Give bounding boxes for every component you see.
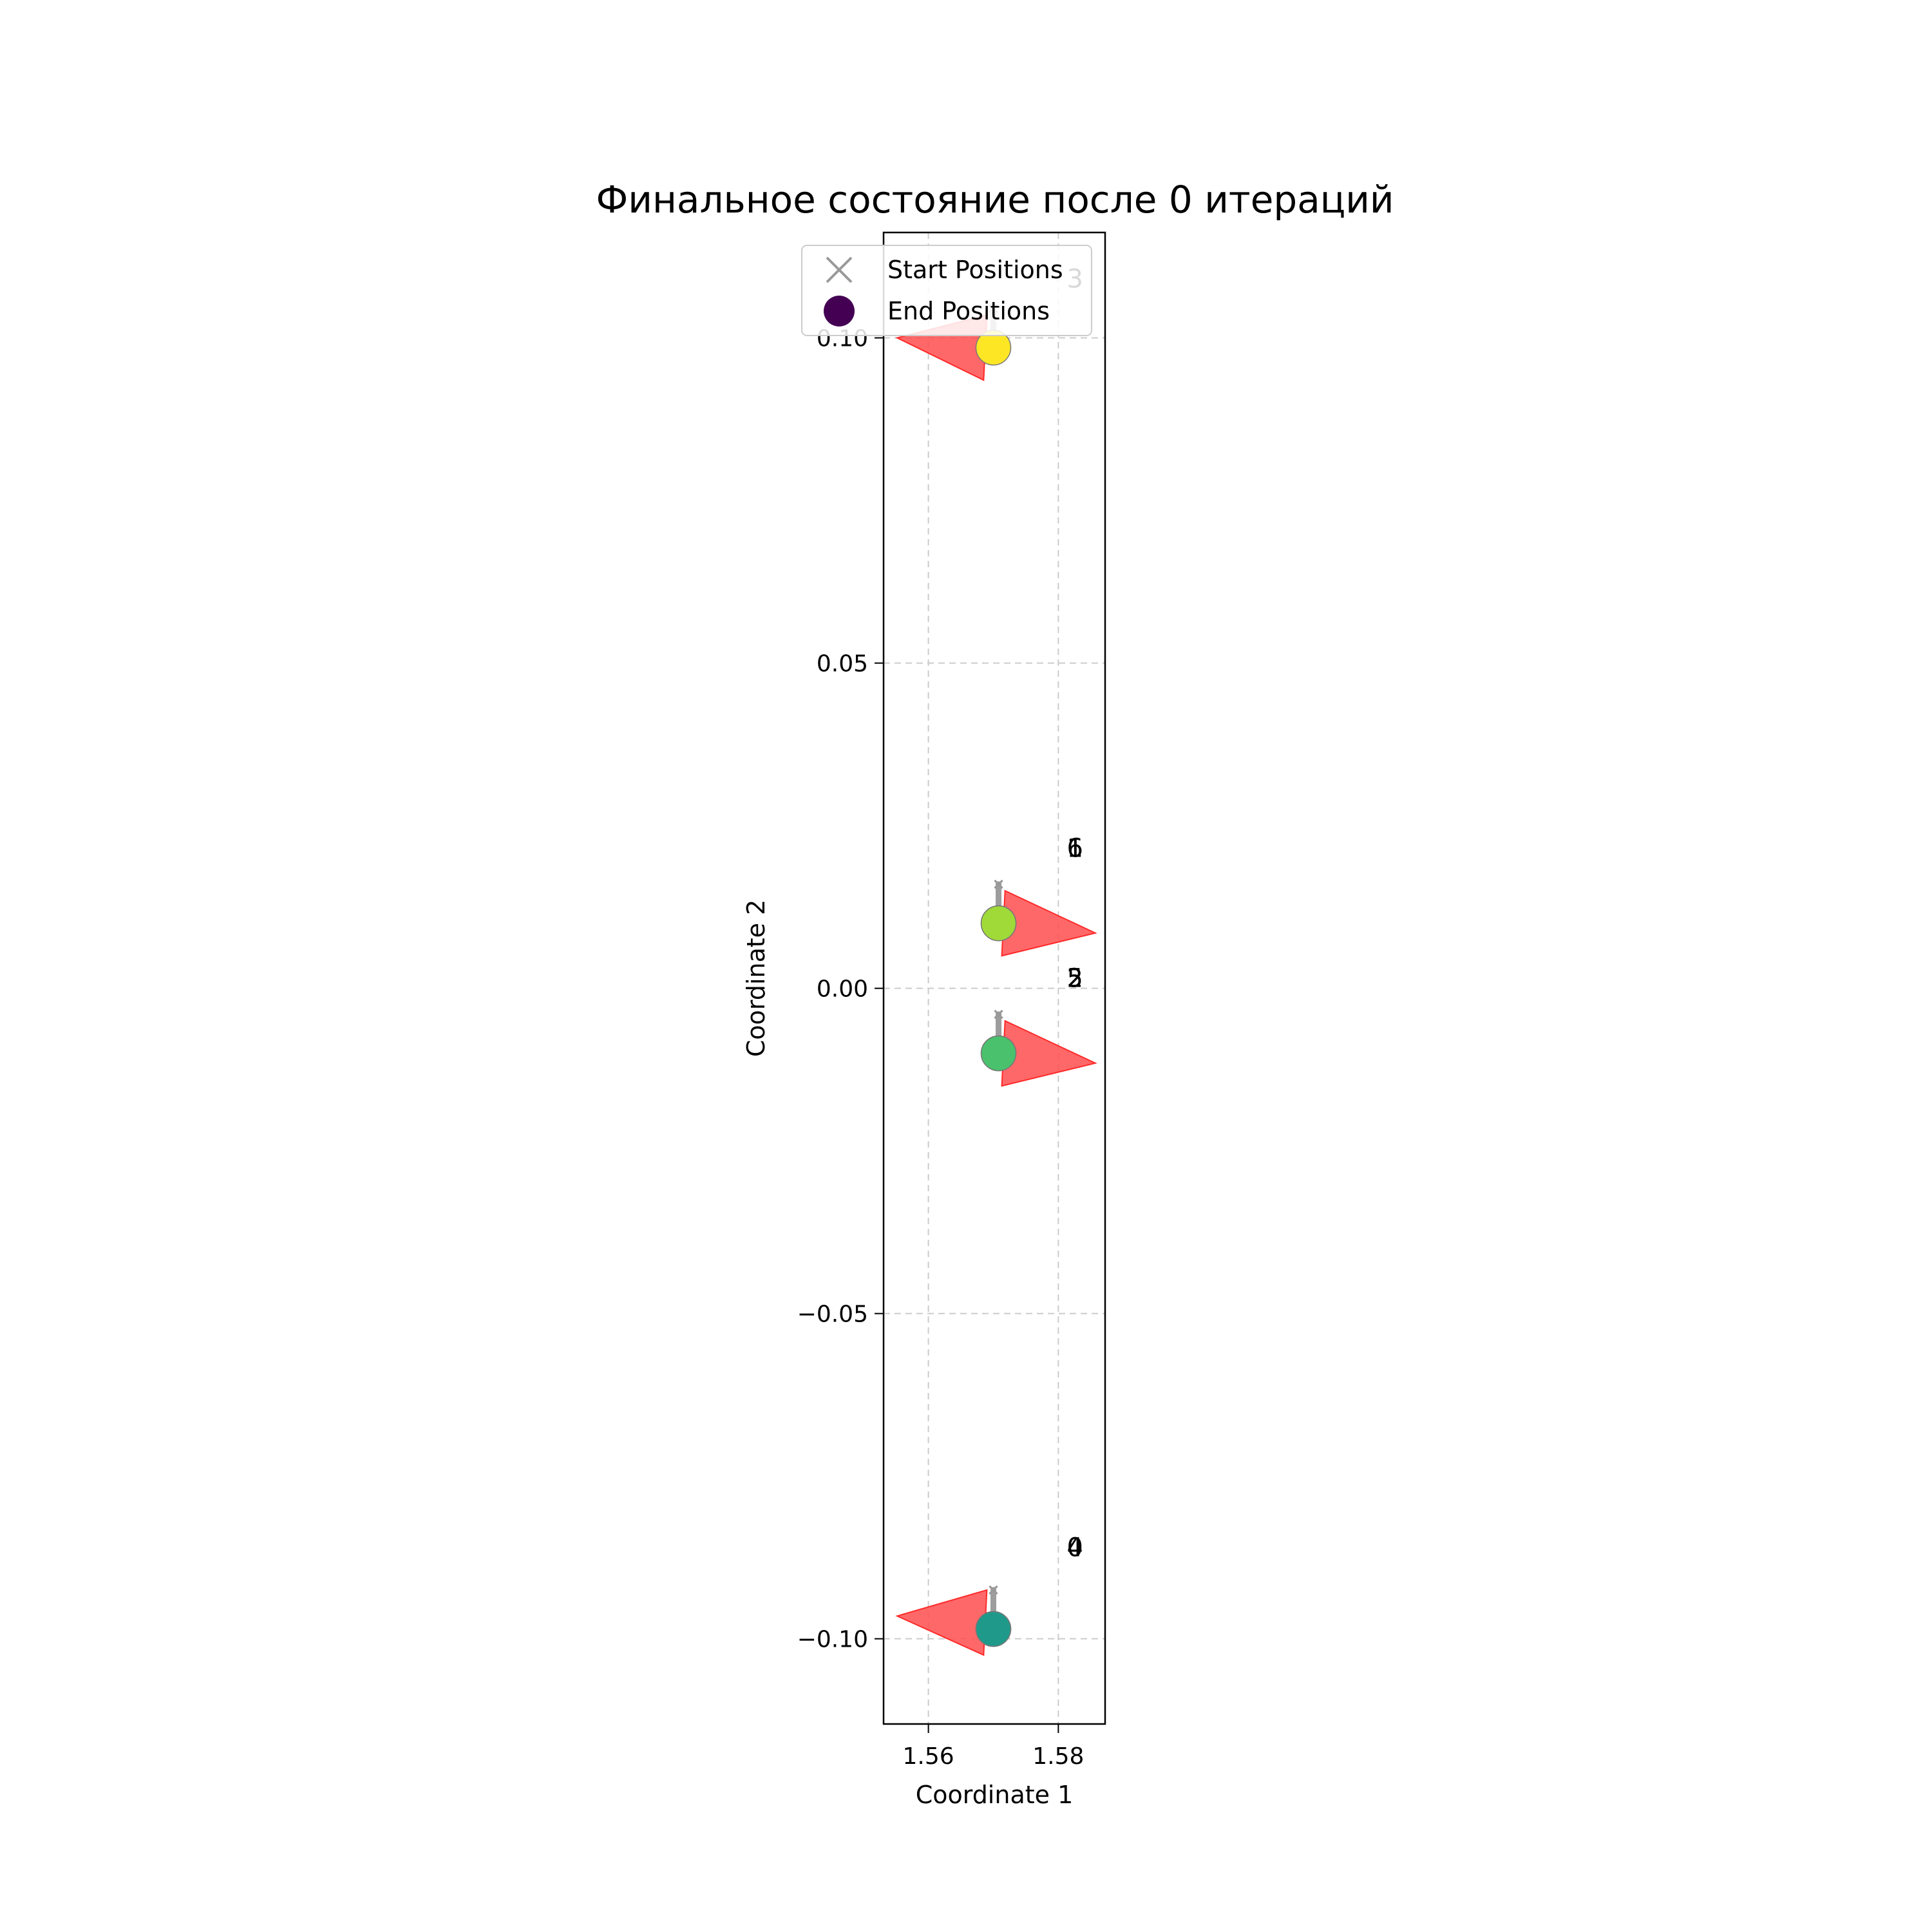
legend-end-marker (824, 296, 855, 327)
agent-label-0: 0 (1066, 1533, 1083, 1562)
plot-frame (882, 231, 1106, 1725)
x-axis: 1.56 1.58 (903, 1724, 1084, 1770)
x-tick-label-0: 1.56 (903, 1743, 954, 1770)
y-axis: −0.10−0.050.000.050.10 (797, 326, 884, 1653)
y-tick-label-1: −0.05 (797, 1302, 868, 1328)
start-marker-5-b (994, 1009, 1003, 1019)
y-axis-label: Coordinate 2 (742, 900, 770, 1057)
end-point-6 (980, 905, 1017, 942)
end-point-5 (980, 1035, 1017, 1072)
x-axis-label: Coordinate 1 (916, 1781, 1074, 1809)
agent-label-6: 6 (1066, 833, 1083, 863)
y-tick-label-0: −0.10 (797, 1627, 868, 1653)
legend: Start Positions End Positions (801, 245, 1092, 336)
agent-label-1: 1 (1066, 833, 1083, 863)
end-point-4 (975, 1611, 1012, 1647)
agent-label-5: 5 (1066, 964, 1083, 994)
legend-box (801, 245, 1092, 336)
y-tick-label-2: 0.00 (817, 976, 868, 1003)
start-marker-4-b (989, 1585, 998, 1595)
legend-end-label: End Positions (887, 297, 1050, 325)
agent-label-2: 2 (1066, 964, 1083, 994)
x-tick-label-1: 1.58 (1032, 1743, 1084, 1770)
legend-start-x-2 (826, 256, 853, 283)
legend-start-label: Start Positions (887, 256, 1063, 284)
chart-title: Финальное состояние после 0 итераций (596, 178, 1394, 222)
heading-triangles (895, 314, 1097, 1656)
end-points (975, 330, 1017, 1647)
legend-start-marker (826, 256, 853, 283)
start-marker-6-b (994, 879, 1003, 889)
y-tick-label-3: 0.05 (817, 651, 868, 677)
grid (884, 232, 1105, 1724)
agent-label-4: 4 (1066, 1533, 1083, 1562)
